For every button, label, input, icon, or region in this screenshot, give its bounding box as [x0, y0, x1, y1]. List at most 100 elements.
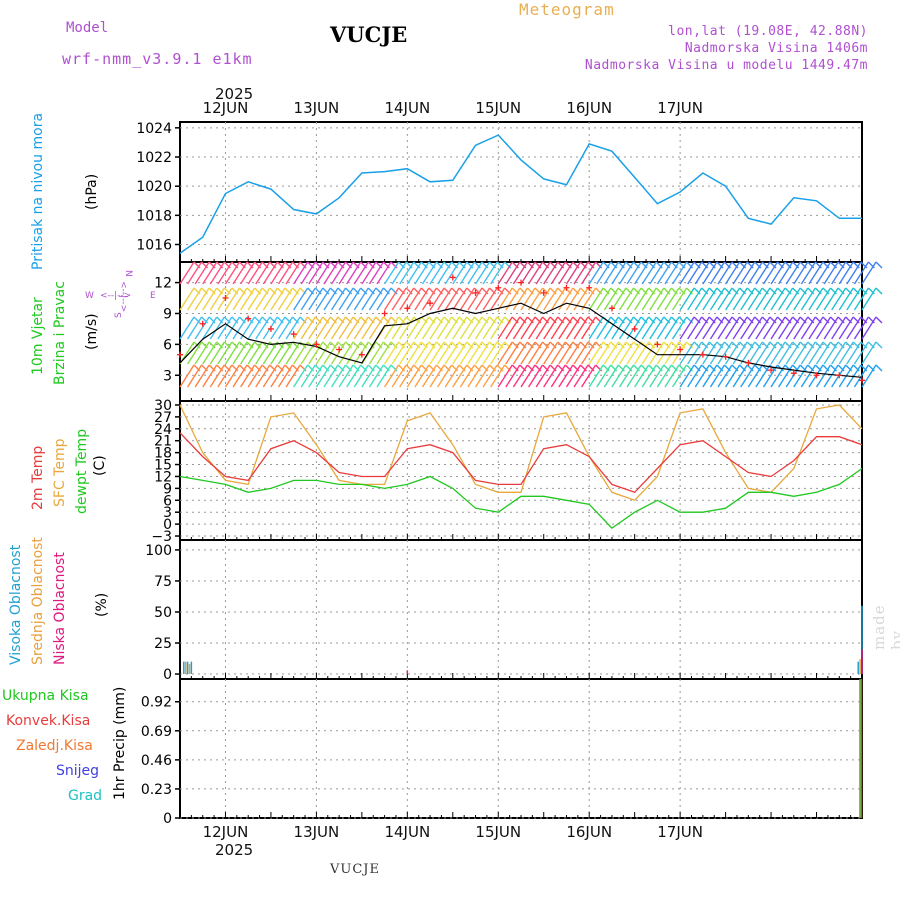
wind-barb	[550, 261, 566, 285]
wind-barb	[596, 261, 612, 285]
wind-barb	[240, 341, 256, 365]
wind-barb	[437, 341, 453, 365]
wind-gust-marker	[313, 341, 320, 348]
temp-label-1: 2m Temp	[30, 446, 46, 510]
wind-barb	[747, 364, 763, 388]
wind-barb	[384, 316, 400, 340]
y-tick-label: 9	[163, 306, 172, 322]
wind-barb	[573, 287, 589, 311]
wind-barb	[581, 316, 597, 340]
wind-gust-marker	[358, 351, 365, 358]
wind-barb	[875, 261, 883, 269]
wind-barb	[406, 316, 422, 340]
wind-barb	[247, 287, 263, 311]
wind-barb	[778, 287, 794, 311]
wind-barb	[634, 364, 650, 388]
wind-barb	[694, 287, 710, 311]
wind-gust-marker	[199, 320, 206, 327]
wind-barb	[815, 287, 832, 311]
wind-barb	[437, 261, 453, 285]
wind-barb	[550, 341, 566, 365]
wind-barb	[308, 287, 324, 311]
wind-barb	[588, 261, 604, 285]
day-label-top: 14JUN	[384, 99, 430, 117]
wind-gust-marker	[813, 372, 820, 379]
wind-barb	[770, 261, 786, 285]
wind-barb	[186, 316, 203, 340]
wind-barb	[649, 364, 665, 388]
wind-barb	[664, 316, 680, 340]
wind-barb	[823, 261, 839, 285]
wind-barb	[558, 261, 574, 285]
day-label-bottom: 13JUN	[294, 823, 340, 841]
wind-barb	[490, 287, 506, 311]
wind-barb	[361, 261, 377, 285]
wind-barb	[202, 287, 218, 311]
wind-barb	[224, 364, 241, 388]
wind-barb	[785, 261, 801, 285]
wind-gust-marker	[836, 372, 843, 379]
wind-barb	[323, 261, 339, 285]
wind-barb	[785, 316, 801, 340]
wind-barb	[838, 316, 854, 340]
wind-barb	[497, 364, 513, 388]
wind-barb	[838, 341, 854, 365]
wind-barb	[285, 341, 301, 365]
wind-gust-marker	[404, 305, 411, 312]
wind-barb	[838, 287, 854, 311]
y-tick-label: 27	[154, 410, 172, 426]
day-label-top: 16JUN	[566, 99, 612, 117]
wind-barb	[815, 316, 832, 340]
wind-barb	[793, 287, 809, 311]
wind-barb	[694, 316, 710, 340]
wind-barb	[293, 341, 309, 365]
wind-barb	[717, 261, 733, 285]
top-year-label: 2025	[215, 85, 253, 103]
wind-barb	[649, 341, 665, 365]
wind-barb	[770, 341, 786, 365]
wind-barb	[353, 287, 369, 311]
wind-gust-marker	[245, 315, 252, 322]
wind-barb	[209, 287, 225, 311]
wind-barb	[535, 341, 551, 365]
wind-barb	[338, 261, 354, 285]
wind-barb	[762, 261, 779, 285]
wind-gust-marker	[631, 325, 638, 332]
wind-barb	[725, 316, 741, 340]
wind-barb	[376, 364, 392, 388]
wind-barb	[262, 261, 278, 285]
wind-barb	[778, 341, 794, 365]
wind-barb	[429, 261, 445, 285]
wind-barb	[770, 316, 786, 340]
wind-barb	[747, 341, 763, 365]
wind-barb	[573, 316, 589, 340]
wind-barb	[770, 287, 786, 311]
wind-barb	[452, 341, 468, 365]
wind-barb	[815, 341, 832, 365]
wind-barb	[649, 316, 665, 340]
wind-barb	[581, 287, 597, 311]
wind-barb	[520, 261, 536, 285]
wind-barb	[232, 364, 248, 388]
wind-barb	[740, 316, 756, 340]
wind-barb	[687, 316, 703, 340]
wind-barb	[224, 287, 241, 311]
wind-barb	[315, 316, 331, 340]
wind-barb	[444, 287, 460, 311]
wind-barb	[414, 287, 430, 311]
panel-frame	[179, 121, 863, 263]
wind-barb	[444, 364, 460, 388]
y-tick-label: 25	[154, 636, 172, 652]
legend-total-rain: Ukupna Kisa	[2, 688, 89, 704]
wind-barb	[709, 364, 726, 388]
wind-barb	[323, 287, 339, 311]
wind-barb	[565, 364, 582, 388]
wind-barb	[626, 287, 642, 311]
wind-barb	[588, 341, 604, 365]
wind-barb	[315, 341, 331, 365]
wind-barb	[717, 341, 733, 365]
dewpt-line	[179, 467, 863, 529]
wind-gust-marker	[427, 300, 434, 307]
footer-station: VUCJE	[330, 862, 380, 877]
wind-barb	[573, 261, 589, 285]
